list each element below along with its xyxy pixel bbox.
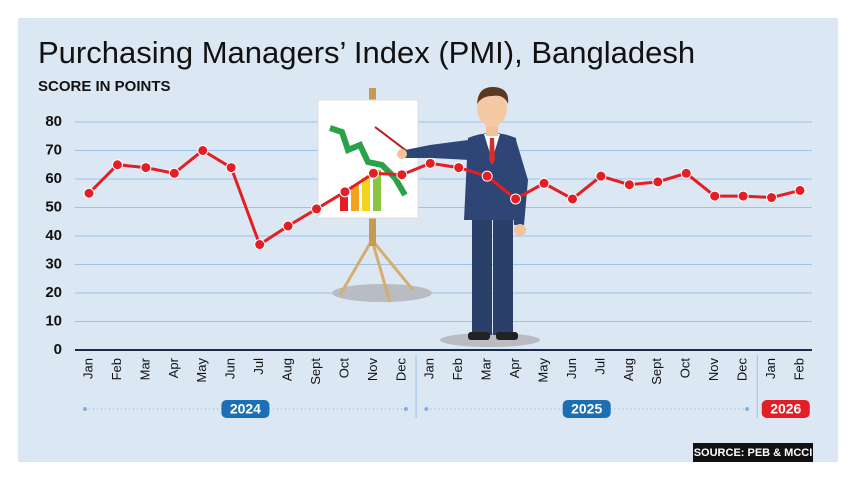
point [453,162,465,174]
point [709,190,721,202]
x-tick-label: Aug [621,358,636,381]
illustration [317,86,540,347]
point [282,220,294,232]
year-badge [221,400,270,418]
point [680,167,692,179]
y-tick-label: 60 [45,170,62,187]
x-tick-label: Jan [80,358,95,379]
point [566,193,578,205]
point [595,170,607,182]
x-tick-label: Jul [251,358,266,375]
x-tick-label: Oct [336,358,351,379]
x-tick-label: Aug [280,358,295,381]
year-badge [562,400,611,418]
x-tick-label: Jun [223,358,238,379]
y-tick-label: 10 [45,312,62,329]
y-tick-label: 80 [45,113,62,130]
chart-title: Purchasing Managers’ Index (PMI), Bangla… [38,35,695,70]
point [424,157,436,169]
point [510,193,522,205]
year-label: 2024 [230,401,261,417]
x-tick-label: Apr [507,357,522,378]
x-tick-label: Feb [450,358,465,380]
x-tick-label: May [535,358,550,383]
year-span-end [424,407,429,411]
year-span-end [83,407,87,411]
x-tick-label: Mar [137,357,152,380]
x-tick-label: Dec [735,358,750,382]
point [623,179,635,191]
x-tick-label: Jul [592,358,607,375]
x-tick-label: Jan [763,358,778,379]
y-tick-label: 0 [54,341,62,358]
y-tick-label: 30 [45,255,62,272]
point [538,177,550,189]
x-tick-label: May [194,358,209,383]
chart-subtitle: SCORE IN POINTS [38,78,171,95]
point [481,170,493,182]
x-tick-label: Nov [706,358,721,382]
point [652,176,664,188]
point [367,167,379,179]
x-tick-label: Feb [109,358,124,380]
x-tick-label: Apr [166,357,181,378]
x-tick-label: Jan [422,358,437,379]
background [18,18,838,462]
x-tick-label: Feb [791,358,806,380]
year-label: 2025 [571,401,602,417]
point [396,169,408,181]
y-tick-label: 70 [45,141,62,158]
x-tick-label: Oct [678,358,693,379]
source: SOURCE: PEB & MCCI [694,447,813,459]
y-tick-label: 20 [45,284,62,301]
point [197,145,209,156]
x-tick-label: Jun [564,358,579,379]
x-tick-label: Dec [393,358,408,382]
y-tick-label: 40 [45,227,62,244]
point [225,162,237,174]
point [339,186,351,198]
point [111,159,123,171]
year-span-end [745,407,750,411]
point [140,162,152,174]
point [311,203,323,215]
point [83,187,95,199]
point [254,239,266,251]
x-tick-label: Sept [649,358,664,385]
x-tick-label: Nov [365,358,380,382]
x-tick-label: Mar [479,357,494,380]
year-badge [761,400,810,418]
point [794,184,806,196]
point [168,167,180,179]
point [737,190,749,202]
year-label: 2026 [770,401,801,417]
source-box [693,443,813,462]
x-tick-label: Sept [308,358,323,385]
point [766,192,778,204]
y-tick-label: 50 [45,198,62,215]
year-span-end [403,407,408,411]
